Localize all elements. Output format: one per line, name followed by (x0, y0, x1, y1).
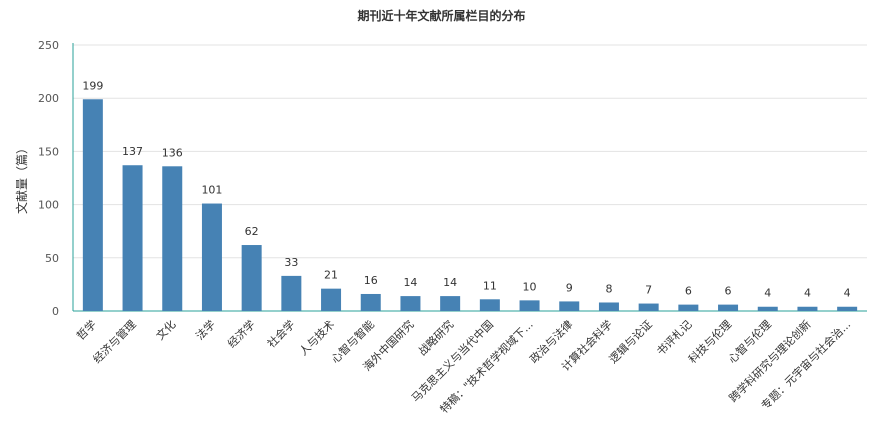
y-axis-title: 文献量（篇） (14, 142, 29, 214)
bar (122, 165, 143, 311)
bar (797, 306, 818, 311)
bar (837, 306, 858, 311)
x-tick-label: 文化 (153, 317, 178, 342)
data-label: 136 (162, 146, 183, 159)
data-label: 14 (403, 276, 417, 289)
y-tick-label: 200 (38, 92, 59, 105)
x-tick-label: 战略研究 (415, 317, 456, 358)
data-label: 62 (245, 225, 259, 238)
x-tick-label: 经济与管理 (90, 317, 139, 366)
bar (479, 299, 500, 311)
bar (281, 275, 302, 311)
bar (241, 245, 262, 311)
bar (400, 296, 421, 311)
data-label: 6 (725, 285, 732, 298)
data-label: 4 (844, 287, 851, 300)
y-tick-label: 100 (38, 199, 59, 212)
bar (678, 304, 699, 311)
data-label: 7 (645, 284, 652, 297)
data-label: 8 (605, 282, 612, 295)
data-label: 137 (122, 145, 143, 158)
x-tick-label: 人与技术 (297, 318, 337, 358)
y-tick-label: 0 (52, 305, 59, 318)
data-label: 33 (284, 256, 298, 269)
bar (757, 306, 778, 311)
data-label: 14 (443, 276, 457, 289)
bar (519, 300, 540, 311)
y-tick-label: 50 (45, 252, 59, 265)
data-label: 4 (804, 287, 811, 300)
x-tick-label: 书评札记 (654, 318, 694, 358)
x-tick-label: 社会学 (264, 317, 297, 350)
data-label: 10 (523, 280, 537, 293)
x-tick-label: 法学 (193, 317, 218, 342)
bar (82, 99, 103, 311)
bar (360, 293, 381, 311)
chart-title: 期刊近十年文献所属栏目的分布 (357, 9, 526, 23)
bar (598, 302, 619, 311)
bar (638, 303, 659, 311)
x-tick-label: 逻辑与论证 (606, 317, 655, 366)
data-label: 16 (364, 274, 378, 287)
bar (559, 301, 580, 311)
bar (718, 304, 739, 311)
data-label: 199 (82, 79, 103, 92)
x-tick-label: 经济学 (225, 317, 258, 350)
y-tick-label: 150 (38, 145, 59, 158)
data-label: 101 (201, 184, 222, 197)
data-label: 21 (324, 269, 338, 282)
bar (162, 166, 183, 311)
bar (440, 296, 461, 311)
bar (321, 288, 342, 311)
data-label: 9 (566, 281, 573, 294)
data-label: 11 (483, 279, 497, 292)
data-label: 4 (764, 287, 771, 300)
x-tick-label: 哲学 (74, 317, 99, 342)
y-tick-label: 250 (38, 39, 59, 52)
data-label: 6 (685, 285, 692, 298)
bar (201, 203, 222, 311)
